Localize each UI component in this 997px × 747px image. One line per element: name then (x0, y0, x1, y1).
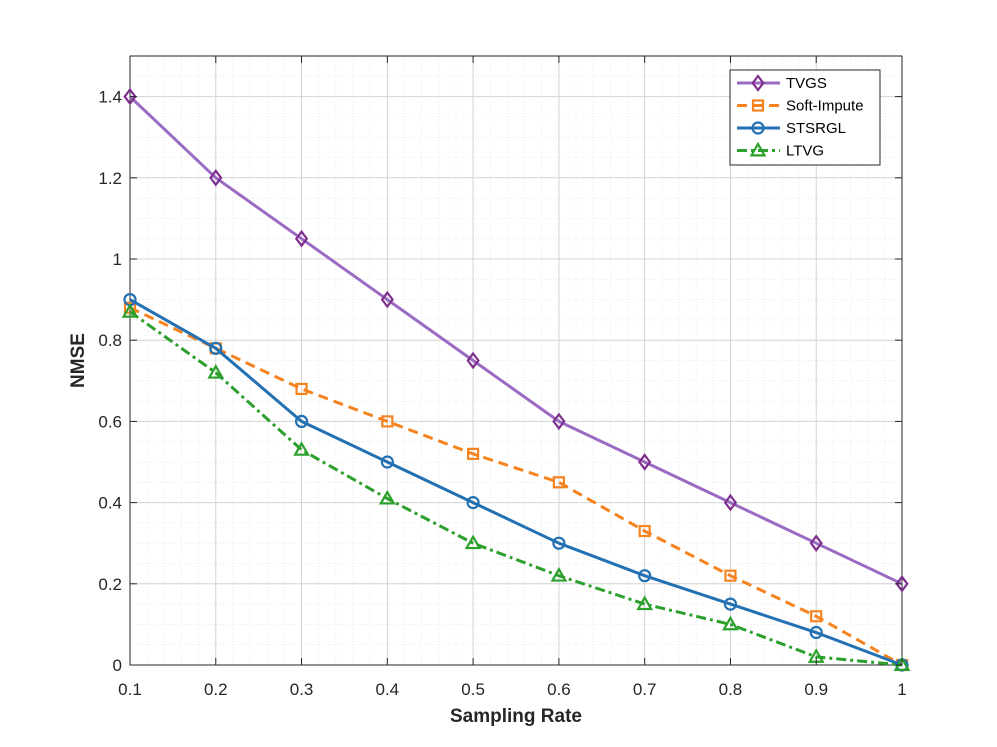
data-point (381, 415, 394, 428)
data-point (467, 447, 480, 460)
legend-item: LTVG (737, 141, 824, 160)
data-point (810, 610, 823, 623)
data-point (638, 524, 651, 538)
data-point (893, 656, 911, 671)
legend-label: LTVG (786, 143, 824, 160)
data-point (294, 229, 309, 248)
legend-item: Soft-Impute (737, 98, 864, 115)
data-point (723, 597, 738, 611)
y-tick-label: 0.2 (98, 575, 122, 594)
series-soft-impute (123, 301, 909, 672)
legend-label: TVGS (786, 75, 827, 92)
data-point (207, 363, 225, 379)
data-point (809, 534, 823, 553)
legend-marker (749, 141, 767, 157)
x-tick-label: 0.9 (804, 680, 828, 699)
data-point (209, 341, 223, 355)
data-point (638, 569, 652, 583)
data-point (378, 489, 396, 505)
x-tick-label: 0.3 (290, 680, 314, 699)
x-tick-label: 1 (897, 680, 906, 699)
data-point (895, 574, 909, 593)
y-axis-title: NMSE (68, 333, 89, 388)
data-point (380, 455, 394, 469)
data-point (552, 536, 566, 550)
x-tick-label: 0.1 (118, 680, 142, 699)
data-point (294, 414, 309, 428)
data-point (552, 412, 566, 431)
data-point (550, 566, 568, 582)
y-tick-label: 0.4 (98, 494, 122, 513)
data-point (722, 615, 739, 631)
data-point (636, 595, 654, 611)
legend-marker (751, 74, 765, 92)
series-ltvg (121, 303, 911, 671)
x-axis-ticks: 0.1 0.2 0.3 0.4 0.5 0.6 0.7 0.8 0.9 1 (118, 56, 907, 699)
legend-item: STSRGL (737, 120, 846, 137)
x-tick-label: 0.6 (547, 680, 571, 699)
series-layer (121, 87, 911, 672)
y-tick-label: 1.2 (98, 169, 122, 188)
series-line (129, 306, 903, 667)
x-tick-label: 0.5 (461, 680, 485, 699)
data-point (466, 351, 480, 370)
data-point (295, 382, 308, 396)
series-line (128, 95, 903, 586)
legend-item: TVGS (737, 74, 827, 92)
x-tick-label: 0.2 (204, 680, 228, 699)
x-axis-title: Sampling Rate (450, 706, 582, 727)
y-tick-label: 0.6 (98, 412, 122, 431)
y-axis-ticks: 0 0.2 0.4 0.6 0.8 1 1.2 1.4 (98, 88, 902, 675)
series-line (129, 298, 903, 667)
series-tvgs (123, 87, 909, 593)
data-point (293, 441, 310, 456)
x-tick-label: 0.4 (376, 680, 400, 699)
x-tick-label: 0.7 (633, 680, 657, 699)
legend-label: Soft-Impute (786, 98, 864, 115)
data-point (380, 290, 394, 309)
legend-marker (751, 99, 765, 112)
y-tick-label: 0.8 (98, 331, 122, 350)
data-point (121, 303, 139, 318)
legend: TVGS Soft-Impute STSRGL LTVG (729, 69, 881, 166)
legend-label: STSRGL (786, 120, 846, 137)
series-line (129, 310, 903, 667)
data-point (552, 476, 565, 489)
data-point (209, 168, 223, 187)
y-tick-label: 1.4 (98, 88, 122, 107)
data-point (809, 625, 823, 640)
data-point (466, 496, 480, 510)
y-tick-label: 1 (113, 250, 122, 269)
legend-marker (751, 121, 765, 135)
x-tick-label: 0.8 (719, 680, 743, 699)
series-stsrgl (123, 293, 909, 672)
data-point (724, 569, 737, 582)
y-tick-label: 0 (113, 656, 122, 675)
data-point (123, 87, 137, 106)
data-point (638, 453, 652, 471)
data-point (464, 534, 482, 550)
plot-area-frame (129, 55, 903, 666)
data-point (723, 493, 738, 512)
